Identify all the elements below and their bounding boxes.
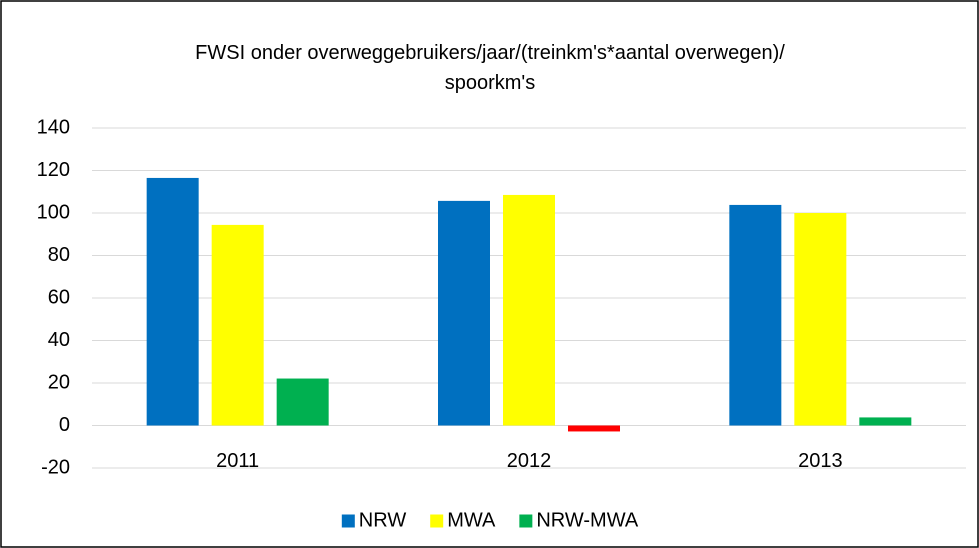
bar <box>211 224 264 426</box>
legend-swatch <box>430 514 444 528</box>
y-tick-label: 120 <box>37 159 70 181</box>
legend-label: NRW <box>359 509 407 531</box>
legend-item: NRW-MWA <box>519 509 639 531</box>
y-tick-label: 140 <box>37 116 70 138</box>
legend-label: MWA <box>447 509 496 531</box>
y-tick-label: 60 <box>48 286 70 308</box>
legend-item: NRW <box>341 509 407 531</box>
legend-label: NRW-MWA <box>536 509 638 531</box>
chart-title: FWSI onder overweggebruikers/jaar/(trein… <box>195 42 785 94</box>
bar <box>503 194 555 426</box>
bar <box>794 213 847 426</box>
x-tick-label: 2013 <box>798 450 843 472</box>
bar <box>859 417 912 426</box>
legend-item: MWA <box>430 509 496 531</box>
y-tick-label: 40 <box>48 329 70 351</box>
bar <box>276 378 329 426</box>
legend-swatch <box>341 514 355 528</box>
y-tick-label: 100 <box>37 201 70 223</box>
bar <box>438 200 490 426</box>
bar <box>729 204 782 426</box>
bar <box>146 177 199 426</box>
x-tick-label: 2012 <box>507 450 552 472</box>
bar <box>568 425 620 432</box>
y-tick-label: 80 <box>48 244 70 266</box>
y-tick-label: 0 <box>59 414 70 436</box>
x-tick-label: 2011 <box>216 450 259 472</box>
legend-swatch <box>519 514 533 528</box>
y-tick-label: 20 <box>48 371 70 393</box>
y-tick-label: -20 <box>41 456 70 478</box>
